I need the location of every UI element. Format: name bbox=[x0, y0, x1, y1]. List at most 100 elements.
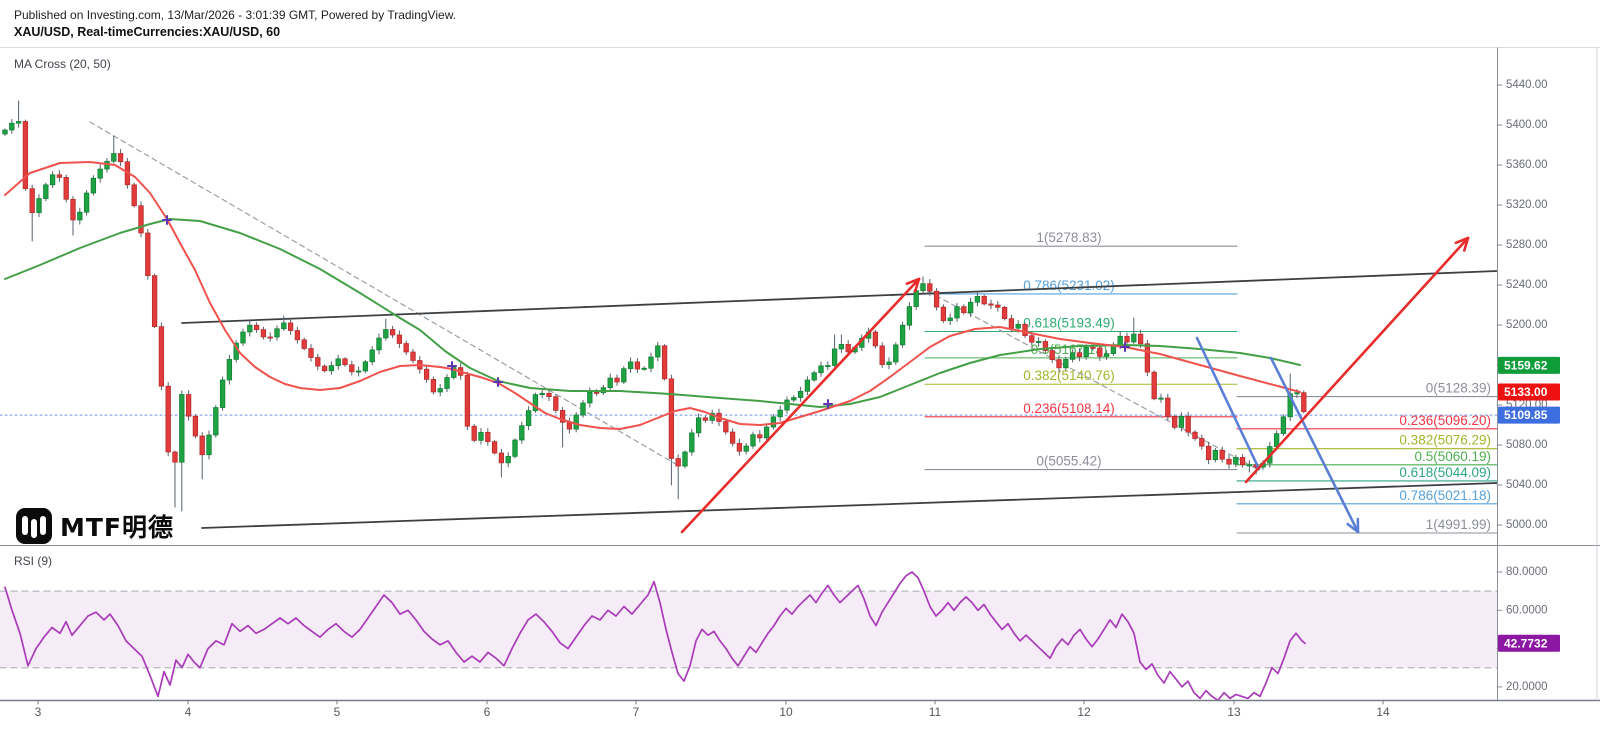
rsi-line bbox=[4, 571, 1306, 702]
candle-down bbox=[485, 431, 491, 443]
candle-down bbox=[192, 415, 199, 437]
price-tick-label: 5320.00 bbox=[1506, 199, 1548, 211]
candle-down bbox=[1008, 318, 1015, 329]
candle-up bbox=[219, 379, 226, 408]
candle-up bbox=[1083, 346, 1089, 358]
candle-down bbox=[1001, 306, 1008, 320]
candle-up bbox=[627, 361, 634, 370]
published-line: Published on Investing.com, 13/Mar/2026 … bbox=[14, 8, 457, 22]
candle-down bbox=[308, 348, 314, 358]
candle-down bbox=[117, 153, 124, 163]
candle-down bbox=[1124, 335, 1130, 343]
candle-down bbox=[471, 425, 477, 441]
candle-down bbox=[301, 339, 307, 349]
candle-up bbox=[9, 122, 15, 131]
candle-down bbox=[1226, 458, 1232, 465]
price-tick-label: 5360.00 bbox=[1506, 159, 1548, 171]
price-tick-label: 5080.00 bbox=[1506, 439, 1548, 451]
candle-down bbox=[185, 394, 192, 417]
mtf-logo-icon bbox=[16, 508, 52, 544]
candle-up bbox=[621, 368, 627, 383]
candle-down bbox=[131, 184, 137, 207]
candle-up bbox=[954, 306, 960, 319]
candle-down bbox=[1239, 457, 1246, 466]
candle-down bbox=[1165, 397, 1171, 417]
rsi-indicator-label: RSI (9) bbox=[14, 554, 53, 568]
candle-up bbox=[838, 344, 845, 350]
fib-anchor-dashed-line bbox=[919, 286, 1260, 471]
candle-down bbox=[29, 188, 35, 213]
candle-down bbox=[668, 378, 675, 459]
candle-up bbox=[967, 301, 974, 314]
candle-up bbox=[689, 432, 695, 453]
candle-up bbox=[478, 431, 484, 441]
price-badge-ma-fast-value bbox=[1498, 383, 1560, 401]
ma-slow-50-line bbox=[4, 218, 1301, 408]
candle-down bbox=[63, 177, 69, 200]
blue-projection-arrow bbox=[1269, 356, 1360, 534]
candle-up bbox=[437, 388, 443, 393]
candle-up bbox=[811, 372, 817, 381]
candle-down bbox=[1049, 350, 1055, 360]
candle-up bbox=[648, 356, 654, 369]
candle-down bbox=[70, 198, 76, 221]
price-tick-label: 5280.00 bbox=[1506, 239, 1548, 251]
candle-up bbox=[179, 394, 185, 463]
candle-down bbox=[757, 434, 763, 439]
price-tick-label: 5400.00 bbox=[1506, 119, 1548, 131]
candle-down bbox=[845, 344, 851, 353]
candle-down bbox=[158, 326, 165, 387]
candle-down bbox=[410, 351, 416, 361]
ma-fast-20-line bbox=[4, 161, 1301, 430]
price-badge-last-price bbox=[1498, 406, 1560, 424]
mtf-logo-text: MTF明德 bbox=[60, 513, 175, 542]
candle-up bbox=[655, 345, 661, 358]
candle-up bbox=[906, 306, 913, 326]
candle-up bbox=[791, 397, 797, 401]
candle-up bbox=[1178, 415, 1185, 428]
x-axis-label: 11 bbox=[929, 705, 942, 719]
price-badge-last-price-text: 5109.85 bbox=[1504, 408, 1548, 422]
candle-up bbox=[83, 192, 90, 213]
candle-down bbox=[1185, 415, 1191, 433]
red-projection-arrow bbox=[1244, 236, 1470, 484]
candle-down bbox=[1076, 352, 1083, 358]
candle-up bbox=[920, 283, 926, 292]
candle-up bbox=[505, 455, 511, 464]
candle-up bbox=[763, 426, 770, 439]
candle-up bbox=[1233, 457, 1239, 465]
price-badge-ma-fast-value-text: 5133.00 bbox=[1504, 385, 1548, 399]
rsi-value-badge-text: 42.7732 bbox=[1504, 636, 1548, 650]
candle-up bbox=[804, 379, 811, 392]
candle-up bbox=[213, 407, 219, 436]
fib-retracement-down-label: 0.236(5096.20) bbox=[1399, 413, 1491, 428]
candle-down bbox=[22, 121, 29, 189]
rsi-band bbox=[0, 591, 1497, 668]
candle-up bbox=[362, 361, 369, 372]
candle-up bbox=[695, 417, 702, 434]
candle-up bbox=[36, 198, 42, 213]
candle-up bbox=[355, 370, 362, 373]
candle-up bbox=[743, 445, 749, 452]
rsi-tick-label: 20.0000 bbox=[1506, 681, 1548, 693]
candle-down bbox=[342, 358, 348, 366]
candle-down bbox=[294, 330, 301, 341]
price-tick-label: 5440.00 bbox=[1506, 79, 1548, 91]
candle-down bbox=[423, 368, 430, 380]
rsi-value-badge bbox=[1498, 634, 1560, 652]
candle-up bbox=[49, 174, 56, 186]
candle-up bbox=[43, 184, 49, 199]
candle-up bbox=[947, 317, 953, 322]
candle-up bbox=[1117, 335, 1123, 346]
candle-down bbox=[321, 365, 328, 372]
candle-up bbox=[893, 344, 899, 363]
candle-down bbox=[940, 306, 947, 322]
candle-up bbox=[15, 121, 22, 124]
candle-up bbox=[240, 331, 246, 344]
red-projection-arrow-head bbox=[1463, 236, 1470, 252]
candle-down bbox=[389, 329, 396, 336]
candle-down bbox=[927, 283, 933, 292]
candle-up bbox=[328, 365, 335, 372]
candle-up bbox=[539, 392, 545, 395]
